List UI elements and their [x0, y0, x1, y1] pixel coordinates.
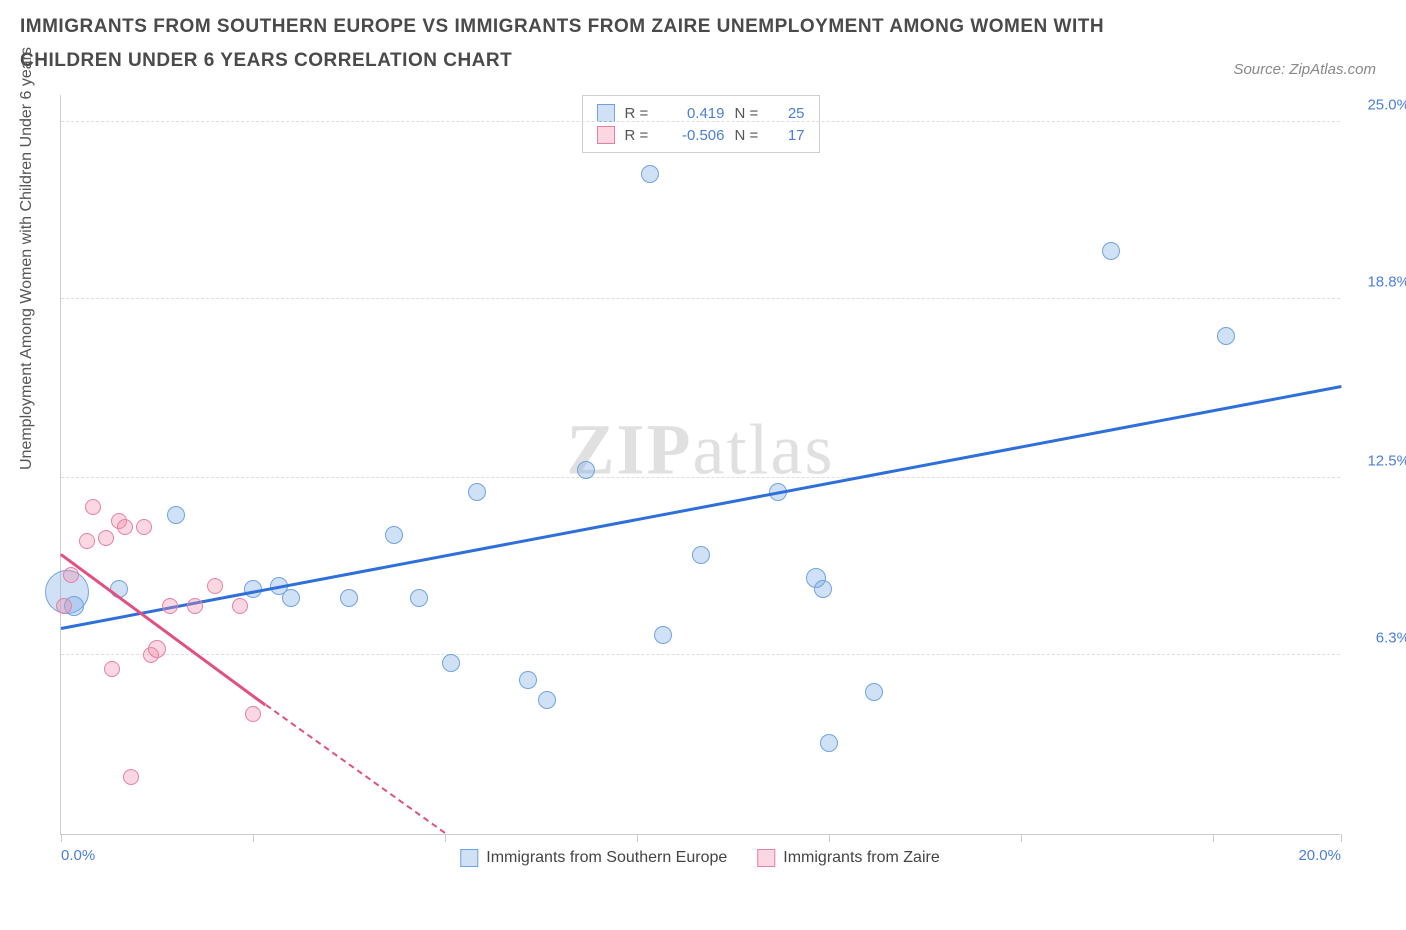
legend-r-label: R =	[625, 127, 655, 144]
legend-n-label: N =	[735, 105, 765, 122]
data-point	[865, 683, 883, 701]
data-point	[187, 598, 203, 614]
legend-r-value: -0.506	[665, 127, 725, 144]
series-legend: Immigrants from Southern Europe Immigrant…	[460, 849, 939, 867]
data-point	[577, 461, 595, 479]
x-tick	[61, 834, 62, 842]
plot-area: ZIPatlas R =0.419N =25R =-0.506N =17 6.3…	[60, 95, 1340, 835]
x-tick	[1213, 834, 1214, 842]
data-point	[104, 661, 120, 677]
data-point	[245, 706, 261, 722]
data-point	[63, 567, 79, 583]
source-attribution: Source: ZipAtlas.com	[1233, 61, 1376, 78]
data-point	[85, 499, 101, 515]
data-point	[207, 578, 223, 594]
x-tick-label: 0.0%	[61, 847, 95, 864]
trend-line	[61, 385, 1341, 629]
x-tick	[1021, 834, 1022, 842]
watermark: ZIPatlas	[567, 408, 835, 491]
trend-line-extrapolated	[265, 704, 445, 834]
data-point	[692, 546, 710, 564]
x-tick-label: 20.0%	[1298, 847, 1341, 864]
legend-swatch	[597, 126, 615, 144]
data-point	[79, 533, 95, 549]
x-tick	[829, 834, 830, 842]
gridline	[61, 654, 1340, 655]
data-point	[117, 519, 133, 535]
data-point	[385, 526, 403, 544]
series-legend-item: Immigrants from Southern Europe	[460, 849, 727, 867]
data-point	[123, 769, 139, 785]
data-point	[820, 734, 838, 752]
legend-swatch	[597, 104, 615, 122]
data-point	[442, 654, 460, 672]
data-point	[232, 598, 248, 614]
series-legend-item: Immigrants from Zaire	[757, 849, 939, 867]
data-point	[282, 589, 300, 607]
data-point	[814, 580, 832, 598]
data-point	[162, 598, 178, 614]
x-tick	[445, 834, 446, 842]
y-tick-label: 18.8%	[1367, 273, 1406, 290]
legend-r-label: R =	[625, 105, 655, 122]
legend-r-value: 0.419	[665, 105, 725, 122]
data-point	[340, 589, 358, 607]
data-point	[56, 598, 72, 614]
gridline	[61, 298, 1340, 299]
legend-swatch	[460, 849, 478, 867]
data-point	[98, 530, 114, 546]
x-tick	[253, 834, 254, 842]
chart-title: IMMIGRANTS FROM SOUTHERN EUROPE VS IMMIG…	[20, 10, 1120, 78]
data-point	[538, 691, 556, 709]
legend-swatch	[757, 849, 775, 867]
y-tick-label: 25.0%	[1367, 97, 1406, 114]
data-point	[519, 671, 537, 689]
data-point	[641, 165, 659, 183]
data-point	[136, 519, 152, 535]
data-point	[167, 506, 185, 524]
x-tick	[637, 834, 638, 842]
x-tick	[1341, 834, 1342, 842]
scatter-chart: ZIPatlas R =0.419N =25R =-0.506N =17 6.3…	[60, 95, 1340, 835]
series-legend-label: Immigrants from Zaire	[783, 849, 939, 867]
y-tick-label: 6.3%	[1376, 629, 1406, 646]
gridline	[61, 121, 1340, 122]
correlation-legend: R = 0.419 N = 25 R = -0.506 N = 17	[582, 95, 820, 153]
legend-n-value: 25	[775, 105, 805, 122]
data-point	[654, 626, 672, 644]
legend-n-value: 17	[775, 127, 805, 144]
series-legend-label: Immigrants from Southern Europe	[486, 849, 727, 867]
legend-n-label: N =	[735, 127, 765, 144]
data-point	[148, 640, 166, 658]
y-tick-label: 12.5%	[1367, 453, 1406, 470]
y-axis-label: Unemployment Among Women with Children U…	[18, 47, 36, 470]
correlation-legend-row: R = -0.506 N = 17	[597, 124, 805, 146]
data-point	[1102, 242, 1120, 260]
data-point	[410, 589, 428, 607]
trend-line	[60, 553, 266, 706]
gridline	[61, 477, 1340, 478]
data-point	[468, 483, 486, 501]
data-point	[1217, 327, 1235, 345]
